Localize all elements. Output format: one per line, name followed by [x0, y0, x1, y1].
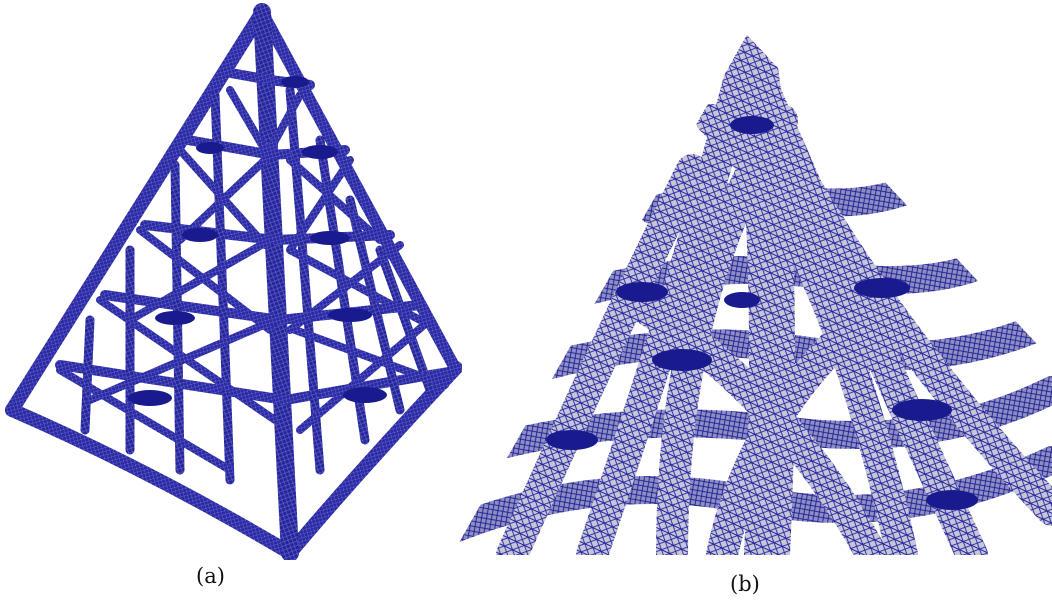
panel-a-label: (a)	[196, 564, 225, 588]
panel-a-figure	[0, 0, 462, 560]
pyramid-lattice-image	[5, 3, 462, 560]
deformed-lattice-image	[452, 35, 1052, 555]
panel-b-figure	[452, 30, 1052, 555]
panel-b-label: (b)	[730, 572, 760, 596]
